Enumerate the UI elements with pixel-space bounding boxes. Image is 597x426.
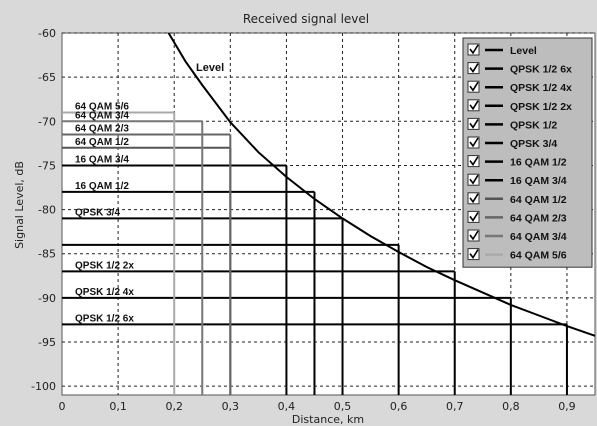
legend-checkbox <box>467 136 480 149</box>
checkmark-icon <box>469 174 479 185</box>
checkmark-icon <box>469 230 479 241</box>
region-label: QPSK 3/4 <box>75 207 120 218</box>
y-tick-label: -95 <box>38 336 56 349</box>
x-tick-label: 0,6 <box>390 400 408 413</box>
legend: Level QPSK 1/2 6x QPSK 1/2 4x QPSK 1/2 2x QP… <box>462 37 593 268</box>
region-label: QPSK 1/2 6x <box>75 313 134 324</box>
legend-checkbox <box>467 80 480 93</box>
legend-item: 16 QAM 3/4 <box>467 173 567 187</box>
region-label: 64 QAM 2/3 <box>75 124 129 135</box>
threshold-5 <box>62 190 316 395</box>
checkmark-icon <box>469 156 479 167</box>
legend-checkbox <box>467 229 480 242</box>
legend-checkbox <box>467 173 480 186</box>
threshold-10 <box>62 111 176 395</box>
series-layer <box>167 32 596 337</box>
legend-checkbox <box>467 117 480 130</box>
legend-label: 64 QAM 5/6 <box>510 250 567 262</box>
legend-checkbox <box>467 99 480 112</box>
checkmark-icon <box>469 44 479 55</box>
checkmark-icon <box>469 63 479 74</box>
x-tick-label: 0,8 <box>502 400 520 413</box>
legend-label: QPSK 1/2 4x <box>510 82 572 94</box>
legend-label: Level <box>510 45 537 57</box>
legend-item: 64 QAM 1/2 <box>467 192 567 206</box>
region-label: 64 QAM 3/4 <box>75 110 129 121</box>
y-tick-label: -100 <box>31 380 56 393</box>
y-axis-label: Signal Level, dB <box>13 161 26 249</box>
checkmark-icon <box>469 137 479 148</box>
y-tick-label: -70 <box>38 115 56 128</box>
threshold-2 <box>62 270 456 395</box>
threshold-9 <box>62 120 204 395</box>
y-tick-label: -80 <box>38 204 56 217</box>
legend-checkbox <box>467 210 480 223</box>
legend-checkbox <box>467 248 480 261</box>
legend-checkbox <box>467 62 480 75</box>
legend-item: QPSK 3/4 <box>467 136 557 150</box>
checkmark-icon <box>469 81 479 92</box>
x-tick-labels: 0 0,1 0,2 0,3 0,4 0,5 0,6 0,7 0,8 0,9 <box>59 400 576 413</box>
legend-item: QPSK 1/2 2x <box>467 99 572 113</box>
legend-item: QPSK 1/2 4x <box>467 80 572 94</box>
y-tick-labels: -100 -95 -90 -85 -80 -75 -70 -65 -60 <box>31 27 56 393</box>
region-label: QPSK 1/2 4x <box>75 287 134 298</box>
legend-label: 64 QAM 1/2 <box>510 194 567 206</box>
threshold-lines <box>62 111 568 395</box>
x-tick-label: 0,5 <box>334 400 352 413</box>
legend-checkbox <box>467 43 480 56</box>
checkmark-icon <box>469 249 479 260</box>
x-tick-label: 0,2 <box>165 400 183 413</box>
legend-label: QPSK 1/2 <box>510 119 557 131</box>
x-tick-label: 0,4 <box>278 400 296 413</box>
legend-label: 16 QAM 3/4 <box>510 175 567 187</box>
legend-item: QPSK 1/2 6x <box>467 62 572 76</box>
y-tick-label: -85 <box>38 248 56 261</box>
x-tick-label: 0,9 <box>558 400 576 413</box>
legend-label: 16 QAM 1/2 <box>510 157 567 169</box>
legend-item: 64 QAM 3/4 <box>467 229 567 243</box>
legend-label: QPSK 3/4 <box>510 138 557 150</box>
legend-label: QPSK 1/2 6x <box>510 64 572 76</box>
series-line-level <box>167 32 596 337</box>
chart-title: Received signal level <box>243 12 369 26</box>
x-tick-label: 0,7 <box>446 400 464 413</box>
x-tick-label: 0,1 <box>109 400 127 413</box>
legend-label: 64 QAM 3/4 <box>510 231 567 243</box>
legend-box <box>462 37 593 268</box>
level-curve-annotation: Level <box>196 62 224 74</box>
region-label: QPSK 1/2 2x <box>75 260 134 271</box>
checkmark-icon <box>469 100 479 111</box>
region-label: 64 QAM 1/2 <box>75 137 129 148</box>
legend-item: 16 QAM 1/2 <box>467 155 567 169</box>
legend-item: QPSK 1/2 <box>467 117 557 131</box>
checkmark-icon <box>469 118 479 129</box>
legend-item: 64 QAM 2/3 <box>467 210 567 224</box>
region-labels: QPSK 1/2 6x QPSK 1/2 4x QPSK 1/2 2x QPSK 3/… <box>75 101 134 324</box>
checkmark-icon <box>469 193 479 204</box>
x-tick-label: 0 <box>59 400 66 413</box>
region-label: 16 QAM 1/2 <box>75 181 129 192</box>
legend-item: Level <box>467 43 537 57</box>
legend-checkbox <box>467 192 480 205</box>
legend-checkbox <box>467 155 480 168</box>
legend-item: 64 QAM 5/6 <box>467 248 567 262</box>
legend-label: 64 QAM 2/3 <box>510 212 567 224</box>
y-tick-label: -90 <box>38 292 56 305</box>
y-tick-label: -75 <box>38 159 56 172</box>
y-tick-label: -60 <box>38 27 56 40</box>
x-axis-label: Distance, km <box>292 413 364 426</box>
legend-label: QPSK 1/2 2x <box>510 101 572 113</box>
region-label: 64 QAM 5/6 <box>75 101 129 112</box>
region-label: 16 QAM 3/4 <box>75 154 129 165</box>
checkmark-icon <box>469 211 479 222</box>
x-tick-label: 0,3 <box>222 400 240 413</box>
y-tick-label: -65 <box>38 71 56 84</box>
